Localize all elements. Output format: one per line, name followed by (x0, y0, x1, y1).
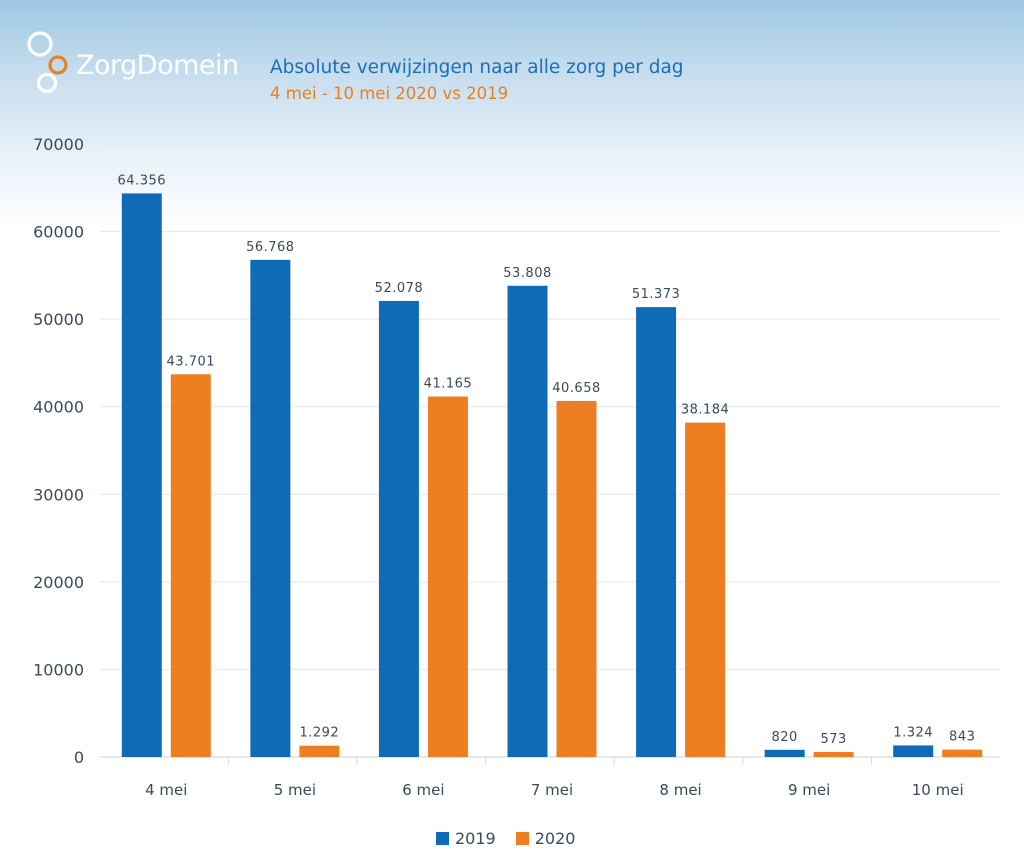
legend-item-2019: 2019 (436, 829, 496, 848)
data-label-2020: 38.184 (681, 403, 730, 418)
zorgdomein-logo: ZorgDomein (26, 28, 246, 98)
data-label-2019: 51.373 (632, 287, 681, 302)
bar-2019-8-mei (636, 307, 677, 757)
legend-label-2020: 2020 (534, 828, 576, 848)
bar-2019-6-mei (378, 300, 419, 757)
legend-item-2020: 2020 (515, 828, 576, 848)
bar-2019-7-mei (507, 285, 548, 757)
legend: 2019 2020 (436, 828, 595, 848)
data-label-2019: 52.078 (375, 281, 424, 296)
logo-rings-icon (27, 31, 68, 94)
bar-2020-5-mei (299, 745, 340, 757)
bar-2020-10-mei (942, 749, 983, 757)
x-tick-label: 10 mei (912, 781, 964, 799)
data-label-2020: 40.658 (552, 381, 601, 396)
x-tick-label: 7 mei (531, 781, 573, 799)
data-label-2019: 1.324 (893, 725, 933, 740)
legend-label-2019: 2019 (455, 828, 496, 848)
y-tick-label: 20000 (33, 573, 84, 592)
y-tick-label: 0 (74, 748, 84, 767)
y-tick-label: 10000 (33, 660, 84, 679)
x-tick-label: 4 mei (145, 781, 187, 799)
bar-2020-8-mei (685, 422, 726, 757)
y-tick-label: 50000 (33, 310, 84, 329)
data-label-2019: 56.768 (246, 240, 295, 255)
data-label-2020: 1.292 (299, 726, 339, 741)
data-label-2020: 43.701 (167, 354, 216, 369)
y-tick-label: 70000 (33, 135, 84, 154)
x-tick-label: 8 mei (659, 781, 701, 799)
bar-2020-6-mei (427, 396, 468, 757)
data-label-2019: 64.356 (118, 173, 167, 188)
data-label-2019: 53.808 (503, 266, 552, 281)
bar-2020-9-mei (813, 751, 854, 757)
x-tick-label: 9 mei (788, 781, 830, 799)
logo-wordmark: ZorgDomein (76, 50, 239, 81)
legend-swatch-2020 (515, 831, 529, 845)
bar-2019-4-mei (121, 193, 162, 758)
bar-2019-10-mei (893, 745, 934, 757)
bar-2020-7-mei (556, 400, 597, 757)
bar-2019-5-mei (250, 259, 291, 757)
y-tick-label: 30000 (33, 485, 84, 504)
data-label-2020: 41.165 (424, 377, 473, 392)
x-tick-label: 6 mei (402, 781, 444, 799)
bar-2019-9-mei (764, 749, 805, 757)
y-tick-label: 40000 (33, 398, 84, 417)
legend-swatch-2019 (436, 831, 449, 845)
data-label-2020: 843 (949, 730, 975, 745)
data-label-2019: 820 (771, 730, 797, 745)
bar-2020-4-mei (170, 374, 211, 757)
data-label-2020: 573 (820, 732, 846, 747)
chart-subtitle: 4 mei - 10 mei 2020 vs 2019 (270, 84, 509, 103)
chart-title: Absolute verwijzingen naar alle zorg per… (270, 57, 684, 78)
y-tick-label: 60000 (33, 223, 84, 242)
x-tick-label: 5 mei (274, 781, 316, 799)
